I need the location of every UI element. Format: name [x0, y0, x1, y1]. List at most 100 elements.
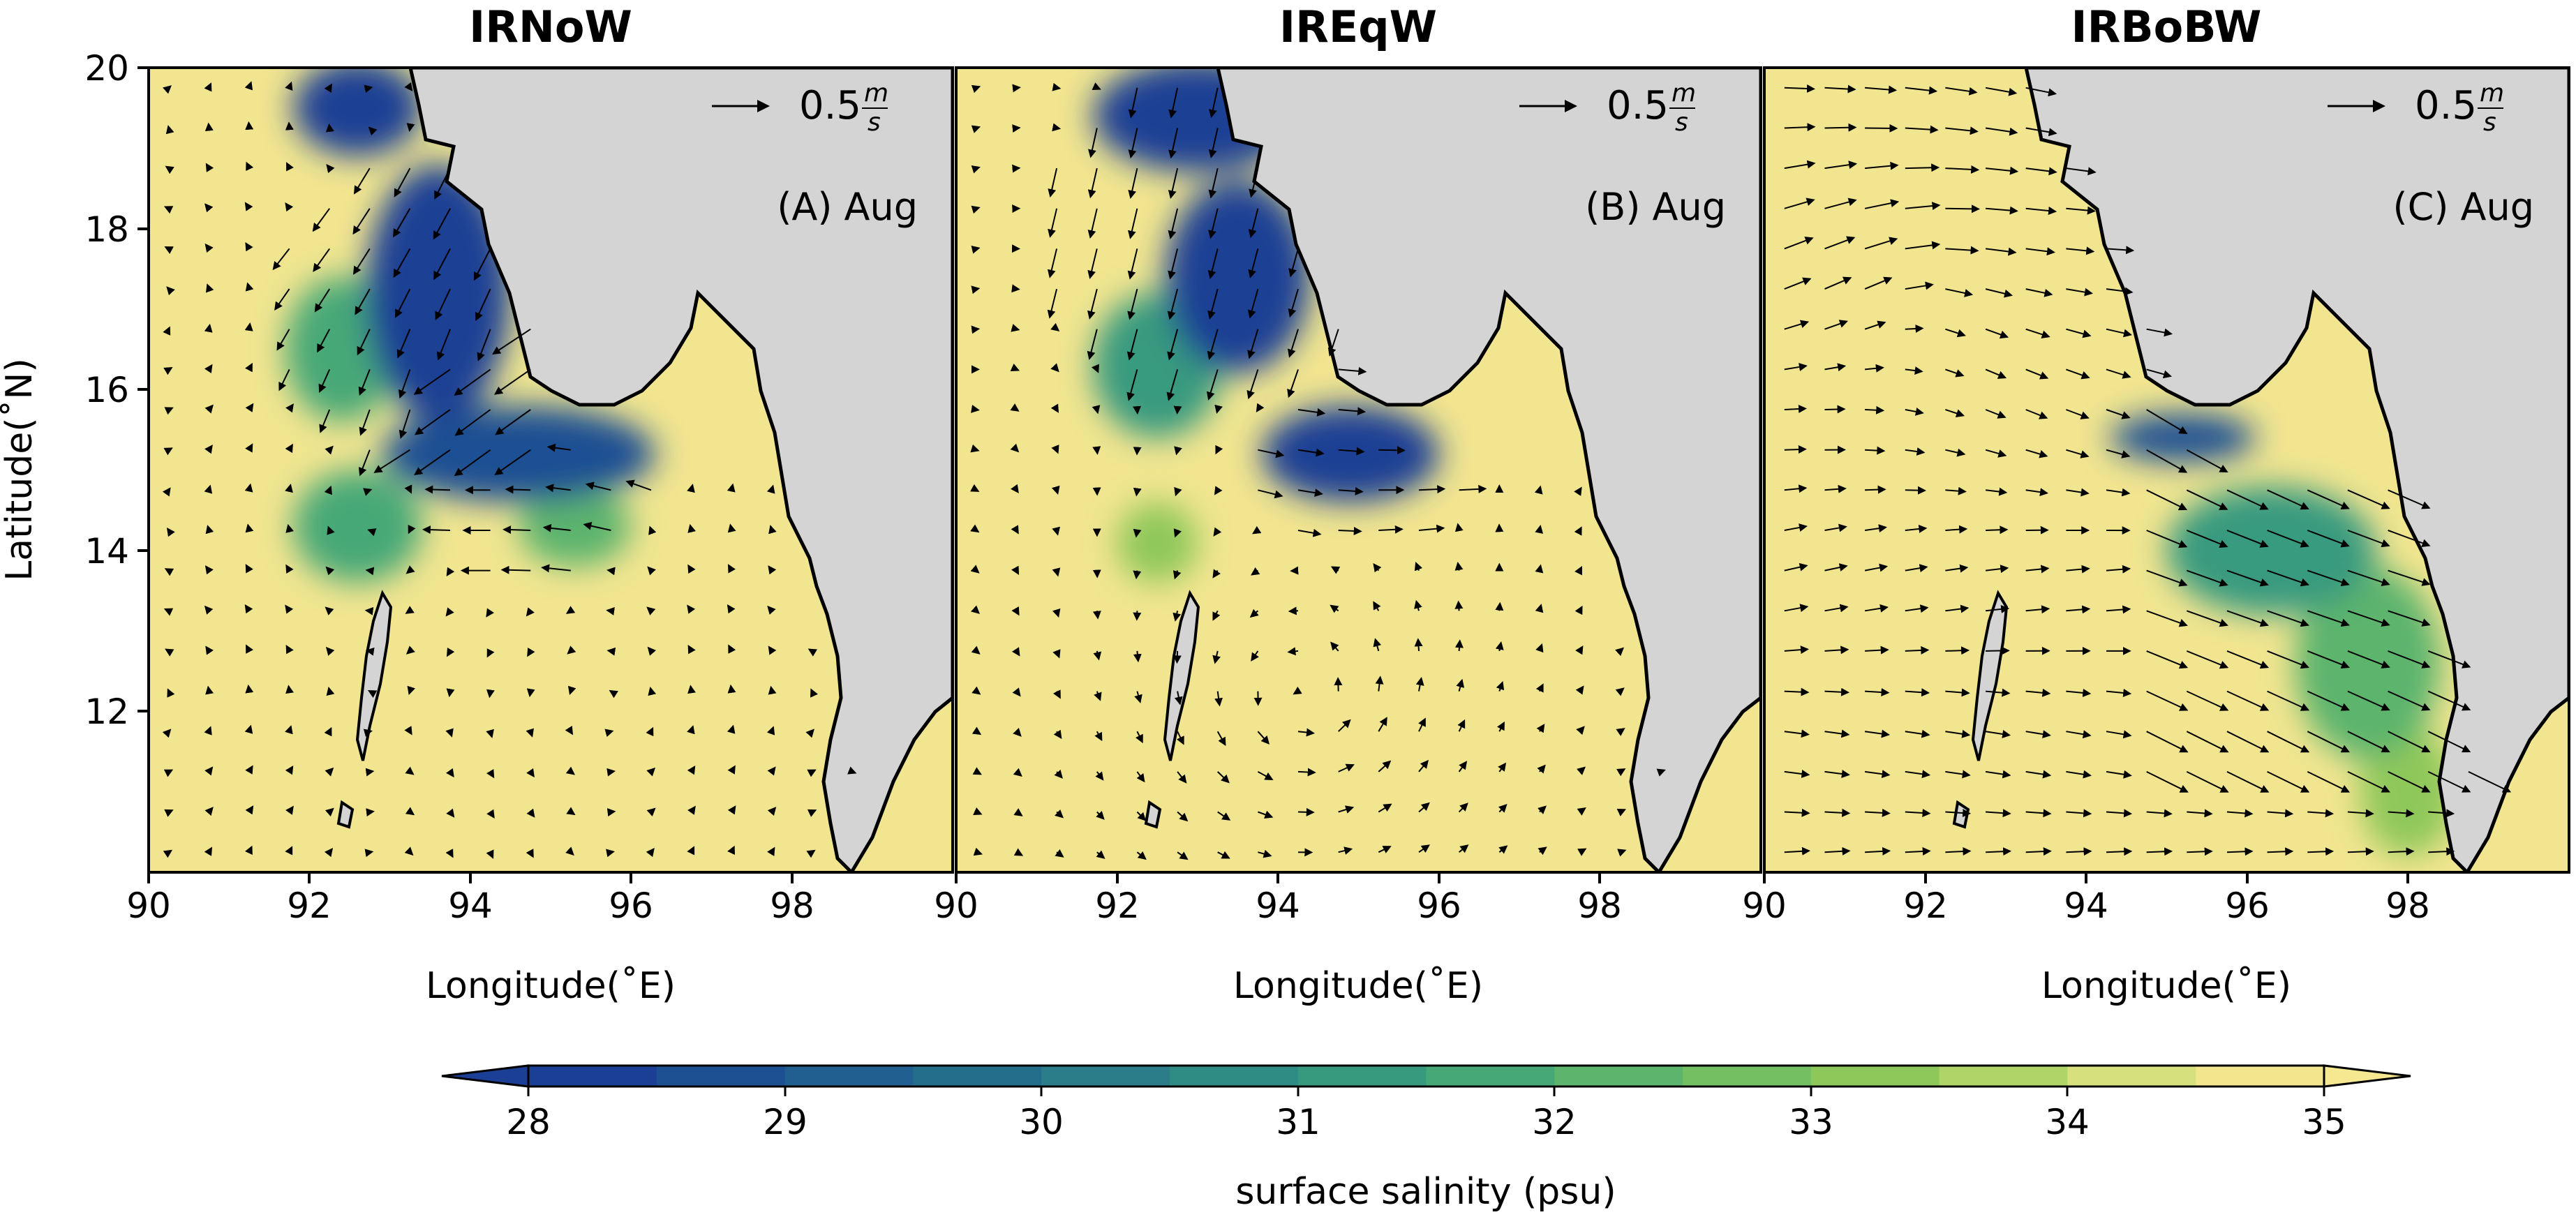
panel-b-nicobar-island [1144, 800, 1162, 829]
current-vector [2347, 847, 2374, 856]
current-vector [245, 403, 254, 412]
current-vector [606, 567, 616, 576]
current-vector [1454, 639, 1464, 651]
current-vector [1297, 807, 1315, 816]
current-vector [393, 208, 411, 238]
current-vector [1945, 847, 1972, 856]
current-vector [204, 766, 214, 776]
current-vector [285, 564, 294, 574]
current-vector [1010, 364, 1020, 372]
current-vector [325, 807, 334, 817]
colorbar-segment [2067, 1066, 2196, 1087]
current-vector [1258, 810, 1274, 819]
current-vector [325, 767, 334, 777]
current-vector [1905, 408, 1924, 416]
current-vector [970, 565, 980, 574]
current-vector [2307, 847, 2335, 856]
panel-c: IRBoBW (C) Aug 0.5 m s 90 92 94 [1742, 1, 2570, 1007]
panel-c-title: IRBoBW [2071, 1, 2262, 52]
current-vector [1134, 691, 1142, 703]
current-vector [2066, 730, 2092, 739]
current-vector [1373, 562, 1382, 573]
current-vector [2106, 730, 2132, 739]
current-vector [1824, 320, 1848, 330]
current-vector [1287, 369, 1299, 398]
current-vector [364, 84, 373, 94]
x-tick-label: 98 [770, 886, 814, 926]
current-vector [768, 565, 777, 575]
current-vector [486, 849, 494, 859]
current-vector [805, 729, 814, 738]
current-vector [767, 807, 777, 816]
current-vector [204, 445, 213, 454]
current-vector [1985, 449, 2007, 458]
x-tick-label: 98 [2385, 886, 2430, 926]
current-vector [2106, 770, 2132, 779]
current-vector [727, 805, 736, 815]
current-vector [285, 484, 293, 493]
current-vector [810, 688, 818, 698]
current-vector [1172, 570, 1182, 580]
current-vector [494, 449, 531, 476]
current-vector [1864, 524, 1887, 533]
current-vector [1217, 811, 1231, 821]
panel-a-andaman-island [355, 590, 393, 761]
current-vector [286, 162, 294, 172]
y-tick-label: 20 [84, 48, 129, 89]
current-vector [477, 329, 491, 361]
current-vector [2226, 809, 2254, 818]
current-vector [2428, 809, 2455, 818]
current-vector [2186, 569, 2228, 587]
current-vector [163, 206, 174, 214]
current-vector [2025, 247, 2055, 256]
current-vector [1290, 566, 1299, 575]
current-vector [2025, 688, 2051, 697]
current-vector [1011, 324, 1020, 332]
low-salinity-region [2295, 566, 2441, 760]
current-vector [1985, 247, 2017, 256]
current-vector [565, 846, 574, 856]
current-vector [1133, 528, 1142, 538]
current-vector [1945, 486, 1967, 495]
current-vector [204, 82, 212, 92]
panel-a-frame [147, 66, 954, 874]
current-vector [2106, 287, 2134, 296]
current-vector [1378, 525, 1404, 534]
current-vector [604, 729, 614, 738]
current-vector [2025, 488, 2048, 497]
current-vector [1864, 320, 1886, 330]
current-vector [163, 447, 173, 456]
current-vector [1338, 486, 1364, 495]
current-vector [2025, 449, 2048, 458]
current-vector [1824, 276, 1852, 290]
current-vector [2106, 246, 2135, 255]
current-vector [971, 605, 980, 614]
current-vector [1168, 167, 1179, 200]
current-vector [359, 409, 371, 436]
current-vector [1575, 645, 1584, 655]
low-salinity-region [2360, 727, 2457, 856]
current-vector [2146, 731, 2189, 753]
current-vector [2025, 288, 2053, 297]
current-vector [325, 646, 335, 656]
current-vector [2066, 847, 2092, 856]
y-tick: 12 [84, 692, 149, 732]
current-vector [526, 849, 534, 858]
current-vector [1212, 650, 1221, 664]
current-vector [1454, 562, 1464, 571]
current-vector [394, 167, 411, 197]
current-vector [1824, 197, 1857, 209]
current-vector [1297, 528, 1322, 537]
current-vector [1457, 719, 1466, 732]
current-vector [1373, 638, 1382, 652]
current-vector [2186, 731, 2229, 753]
current-vector [1055, 809, 1064, 819]
colorbar-over-extension [2323, 1064, 2411, 1088]
current-vector [767, 605, 776, 615]
current-vector [1052, 567, 1061, 577]
current-vector [244, 724, 253, 734]
current-vector [2307, 530, 2350, 548]
current-vector [2025, 207, 2057, 215]
colorbar-tick: 35 [2302, 1087, 2346, 1142]
current-vector [2025, 847, 2052, 856]
